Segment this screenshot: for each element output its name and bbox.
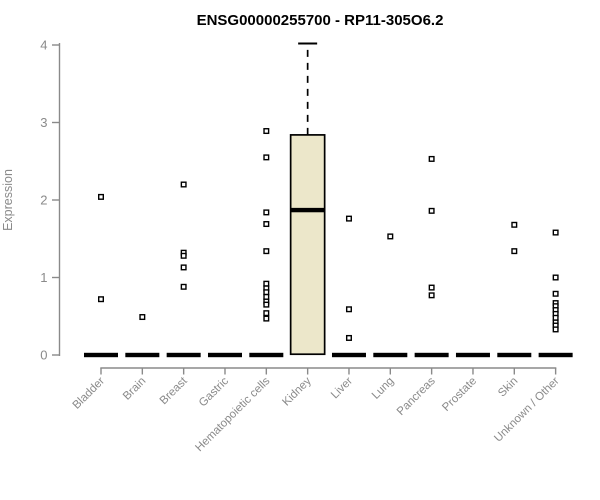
- outlier-point: [387, 233, 394, 240]
- plot-area: 0 1 2 3 4 Bladder Brain Breast GastricHematopoie…: [40, 38, 573, 454]
- median-line: [290, 207, 325, 213]
- outlier-point: [263, 280, 270, 287]
- outlier-point: [552, 274, 559, 281]
- outlier-point: [97, 193, 104, 200]
- outlier-point: [552, 326, 559, 333]
- y-tick-label: 1: [40, 270, 47, 285]
- x-category-label: Lung: [370, 375, 397, 402]
- y-tick-label: 3: [40, 115, 47, 130]
- outlier-point: [428, 292, 435, 299]
- outlier-point: [139, 314, 146, 321]
- y-tick-label: 2: [40, 193, 47, 208]
- outlier-point: [263, 293, 270, 300]
- outlier-point: [180, 181, 187, 188]
- zero-median-bar: [84, 352, 118, 358]
- x-category-label: Liver: [329, 375, 355, 401]
- x-category-label: Skin: [496, 375, 520, 399]
- outlier-point: [263, 301, 270, 308]
- x-category-label: Hematopoietic cells: [193, 375, 272, 454]
- y-tick-label: 4: [40, 38, 47, 53]
- zero-median-bar: [166, 352, 201, 358]
- outlier-point: [263, 248, 270, 255]
- zero-median-bar: [455, 352, 490, 358]
- outlier-point: [97, 296, 104, 303]
- zero-median-bar: [497, 352, 532, 358]
- outlier-point: [263, 289, 270, 296]
- outlier-point: [180, 264, 187, 271]
- x-category-label: Kidney: [280, 375, 314, 409]
- outlier-point: [263, 128, 270, 135]
- zero-median-bar: [414, 352, 449, 358]
- x-category-label: Gastric: [197, 375, 231, 409]
- outlier-point: [263, 315, 270, 322]
- outlier-point: [428, 155, 435, 162]
- zero-median-bar: [125, 352, 160, 358]
- outlier-point: [180, 252, 187, 259]
- x-category-label: Prostate: [440, 375, 479, 414]
- zero-median-bar: [207, 352, 242, 358]
- zero-median-bar: [373, 352, 408, 358]
- x-category-label: Brain: [121, 375, 148, 402]
- x-category-label: Pancreas: [395, 375, 438, 418]
- outlier-point: [552, 314, 559, 321]
- outlier-point: [345, 306, 352, 313]
- outlier-point: [345, 215, 352, 222]
- x-category-label: Breast: [158, 375, 191, 408]
- y-tick-label: 0: [40, 348, 47, 363]
- y-axis-title: Expression: [1, 169, 15, 231]
- chart-title: ENSG00000255700 - RP11-305O6.2: [197, 12, 444, 29]
- outlier-point: [263, 209, 270, 216]
- box-rect: [289, 134, 326, 356]
- outlier-point: [511, 221, 518, 228]
- outlier-point: [345, 334, 352, 341]
- outlier-point: [552, 290, 559, 297]
- outlier-point: [263, 221, 270, 228]
- zero-median-bar: [331, 352, 366, 358]
- outlier-point: [552, 229, 559, 236]
- x-category-label: Bladder: [71, 375, 108, 412]
- outlier-point: [263, 310, 270, 317]
- outlier-point: [180, 283, 187, 290]
- outlier-point: [263, 154, 270, 161]
- outlier-point: [511, 248, 518, 255]
- zero-median-bar: [249, 352, 284, 358]
- zero-median-bar: [538, 352, 573, 358]
- outlier-point: [428, 284, 435, 291]
- outlier-point: [428, 207, 435, 214]
